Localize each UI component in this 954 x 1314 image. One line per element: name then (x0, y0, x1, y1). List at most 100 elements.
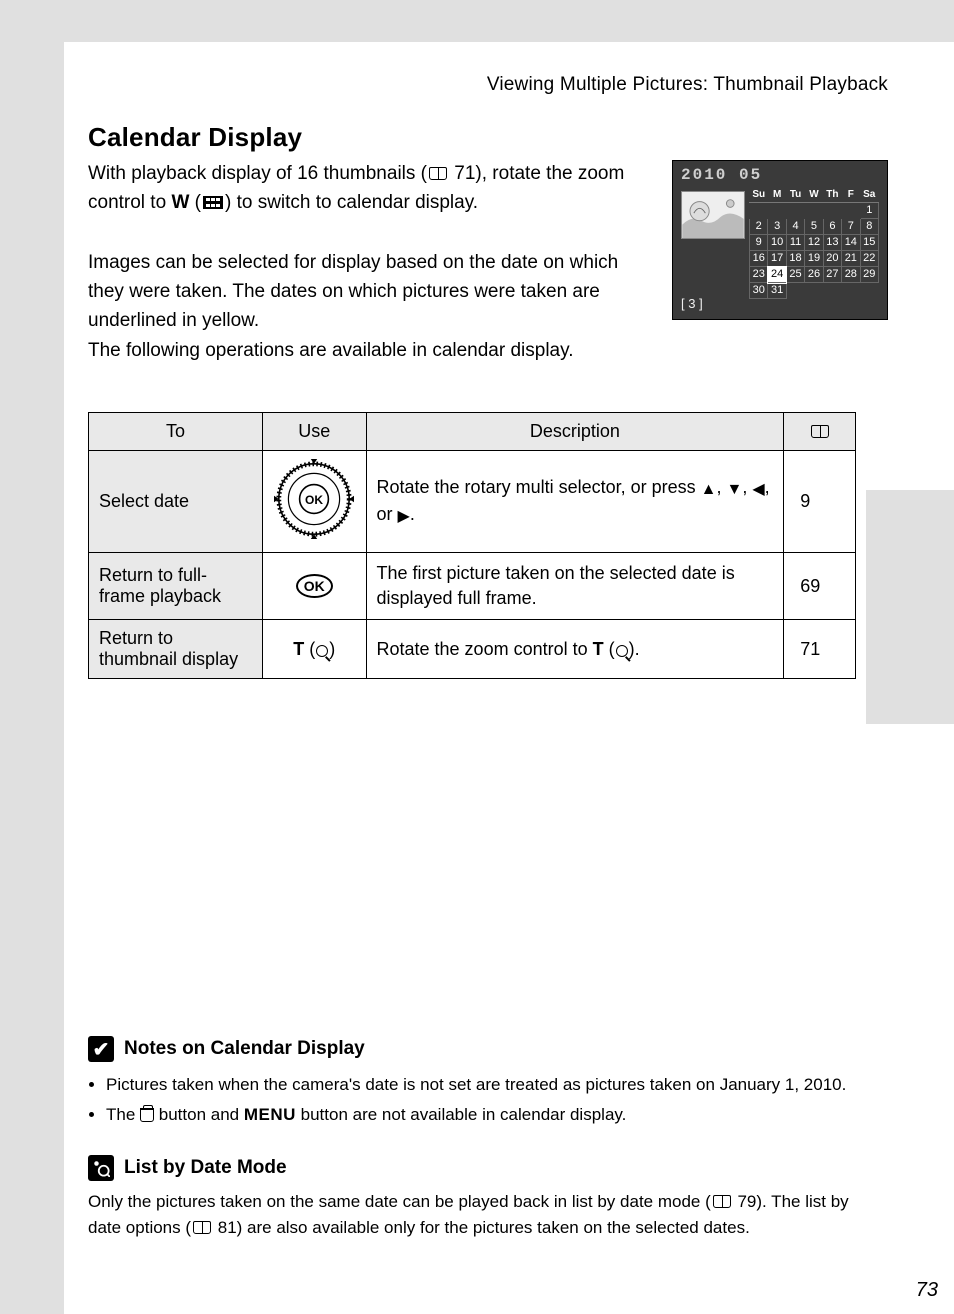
calendar-cell: 2 (750, 219, 768, 235)
text: ( (189, 192, 201, 213)
svg-text:OK: OK (305, 493, 323, 507)
calendar-cell: 22 (860, 251, 878, 267)
caution-icon: ✔ (88, 1036, 114, 1062)
calendar-cell: 24 (768, 267, 786, 283)
calendar-cell: 11 (786, 235, 804, 251)
calendar-cell (842, 283, 860, 299)
calendar-day-header: W (805, 189, 823, 203)
calendar-cell: 18 (786, 251, 804, 267)
info-icon (88, 1155, 114, 1181)
ok-button-icon: OK (296, 574, 333, 598)
chapter-header: Viewing Multiple Pictures: Thumbnail Pla… (487, 74, 888, 96)
op-description: Rotate the rotary multi selector, or pre… (366, 451, 784, 553)
page-ref-icon (811, 425, 829, 438)
section-heading: Calendar Display (88, 122, 302, 153)
calendar-cell: 31 (768, 283, 786, 299)
calendar-cell: 10 (768, 235, 786, 251)
page-number: 73 (916, 1279, 938, 1302)
text: button are not available in calendar dis… (296, 1105, 626, 1124)
calendar-grid: SuMTuWThFSa12345678910111213141516171819… (749, 189, 879, 299)
calendar-cell: 6 (823, 219, 841, 235)
op-label: Return to thumbnail display (89, 620, 263, 679)
calendar-day-header: Sa (860, 189, 878, 203)
table-row: Return to full-frame playback OK The fir… (89, 553, 856, 620)
calendar-cell: 21 (842, 251, 860, 267)
calendar-cell: 4 (786, 219, 804, 235)
magnify-icon (616, 645, 628, 657)
list-mode-body: Only the pictures taken on the same date… (88, 1189, 878, 1242)
manual-page: Viewing Multiple Pictures: Thumbnail Pla… (64, 42, 954, 1314)
calendar-cell (750, 203, 768, 219)
calendar-cell: 28 (842, 267, 860, 283)
calendar-cell (805, 203, 823, 219)
calendar-cell: 15 (860, 235, 878, 251)
text: . (410, 504, 415, 524)
calendar-cell: 25 (786, 267, 804, 283)
op-description: Rotate the zoom control to T (). (366, 620, 784, 679)
calendar-cell: 13 (823, 235, 841, 251)
thumbnail-grid-icon (203, 196, 223, 209)
calendar-cell (823, 283, 841, 299)
zoom-t-label: T (593, 639, 604, 659)
calendar-cell: 27 (823, 267, 841, 283)
table-header-description: Description (366, 413, 784, 451)
trash-icon (140, 1108, 154, 1122)
text: 81) are also available only for the pict… (213, 1218, 750, 1237)
menu-button-label: MENU (244, 1105, 296, 1124)
calendar-cell: 5 (805, 219, 823, 235)
paragraph-1: With playback display of 16 thumbnails (… (88, 159, 628, 217)
calendar-day-header: M (768, 189, 786, 203)
op-page: 69 (784, 553, 856, 620)
calendar-cell: 20 (823, 251, 841, 267)
page-ref-icon (713, 1195, 731, 1208)
side-tab-bg (866, 490, 954, 724)
notes-heading: ✔ Notes on Calendar Display (88, 1036, 878, 1062)
calendar-cell: 16 (750, 251, 768, 267)
paragraph-2: Images can be selected for display based… (88, 248, 628, 335)
calendar-cell: 9 (750, 235, 768, 251)
calendar-day-header: Th (823, 189, 841, 203)
zoom-t-label: T (293, 639, 304, 659)
table-header-use: Use (263, 413, 366, 451)
text: Rotate the zoom control to (377, 639, 593, 659)
list-mode-heading-text: List by Date Mode (124, 1157, 287, 1179)
calendar-day-header: Tu (786, 189, 804, 203)
op-description: The first picture taken on the selected … (366, 553, 784, 620)
magnify-icon (316, 645, 328, 657)
calendar-image-count: [ 3 ] (681, 296, 703, 311)
notes-section: ✔ Notes on Calendar Display Pictures tak… (88, 1036, 878, 1241)
text: With playback display of 16 thumbnails ( (88, 163, 427, 184)
left-triangle-icon: ◀ (752, 481, 764, 498)
op-control: OK (263, 553, 366, 620)
calendar-cell: 7 (842, 219, 860, 235)
text: The (106, 1105, 140, 1124)
right-triangle-icon: ▶ (398, 508, 410, 525)
calendar-cell: 17 (768, 251, 786, 267)
table-header-page (784, 413, 856, 451)
page-ref-icon (429, 167, 447, 180)
text: ). (629, 639, 640, 659)
calendar-cell: 8 (860, 219, 878, 235)
calendar-cell (823, 203, 841, 219)
rotary-selector-icon: OK (274, 459, 354, 539)
calendar-cell (786, 283, 804, 299)
note-item: The button and MENU button are not avail… (106, 1102, 878, 1128)
calendar-cell (860, 283, 878, 299)
calendar-cell: 14 (842, 235, 860, 251)
calendar-cell (786, 203, 804, 219)
calendar-cell (842, 203, 860, 219)
calendar-cell: 23 (750, 267, 768, 283)
text: ) to switch to calendar display. (225, 192, 478, 213)
text: ( (604, 639, 615, 659)
calendar-cell: 26 (805, 267, 823, 283)
text: button and (154, 1105, 244, 1124)
up-triangle-icon: ▲ (701, 481, 717, 498)
op-page: 71 (784, 620, 856, 679)
note-item: Pictures taken when the camera's date is… (106, 1072, 878, 1098)
calendar-cell (768, 203, 786, 219)
down-triangle-icon: ▼ (727, 481, 743, 498)
op-control: T () (263, 620, 366, 679)
calendar-day-header: Su (750, 189, 768, 203)
page-ref-icon (193, 1221, 211, 1234)
zoom-w-label: W (171, 192, 189, 213)
